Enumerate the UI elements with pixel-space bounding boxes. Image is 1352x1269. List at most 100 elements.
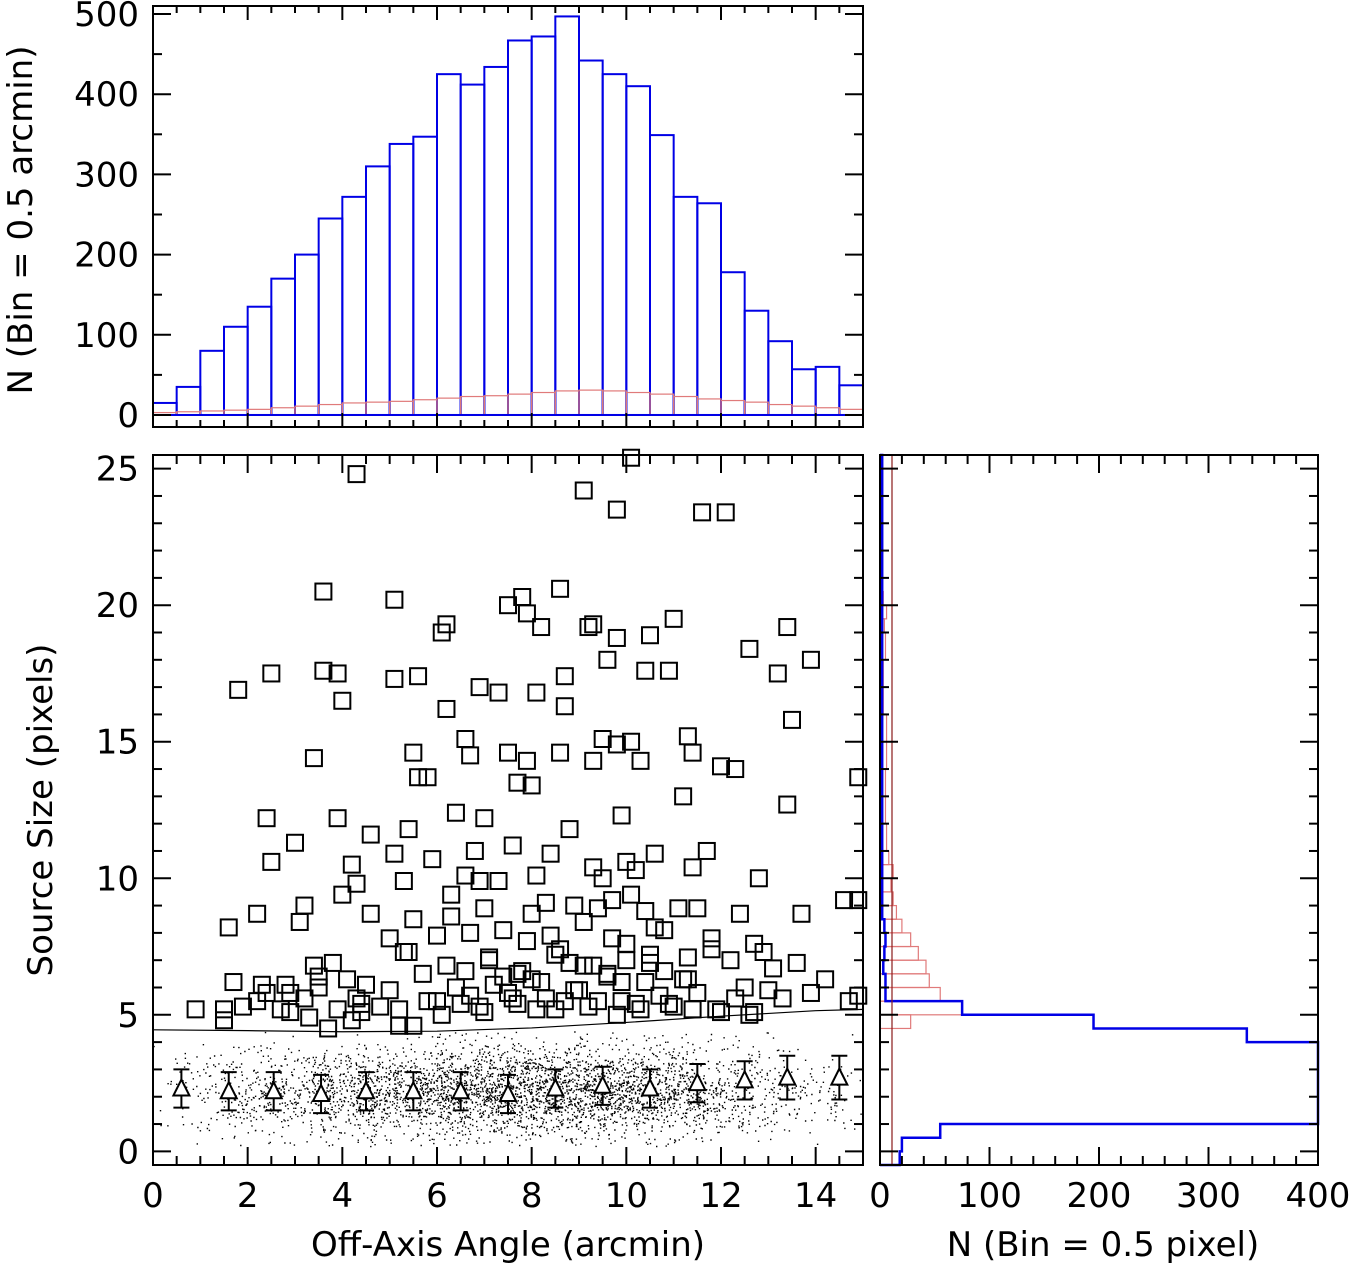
extended-source-marker-37	[437, 699, 456, 718]
top-bar-all-21	[649, 134, 675, 416]
extended-source-marker-62	[257, 809, 276, 828]
binned-mean-marker-13	[777, 1066, 797, 1086]
extended-source-marker-112	[399, 943, 418, 961]
binned-mean-marker-10	[640, 1077, 660, 1097]
extended-source-marker-201	[565, 981, 584, 1000]
extended-source-marker-189	[712, 1003, 730, 1022]
top-bar-subset-8	[341, 402, 367, 416]
top-ytick-label-5: 500	[74, 0, 139, 35]
extended-source-marker-208	[380, 929, 399, 948]
point-cloud-dots	[153, 1031, 862, 1148]
extended-source-marker-120	[702, 940, 721, 959]
extended-source-marker-230	[641, 945, 659, 964]
extended-source-marker-118	[617, 951, 636, 970]
extended-source-marker-229	[603, 929, 622, 948]
extended-source-marker-77	[465, 841, 484, 860]
top-histogram-panel: 0 100 200 300 400 500	[74, 0, 864, 436]
extended-source-marker-164	[626, 994, 645, 1013]
top-ytick-label-4: 400	[74, 75, 139, 115]
extended-source-marker-219	[470, 872, 489, 890]
extended-source-marker-47	[461, 746, 480, 765]
extended-source-marker-182	[527, 1000, 546, 1019]
extended-source-marker-72	[778, 795, 797, 814]
main-ytick-label-3: 15	[96, 723, 139, 763]
extended-source-marker-168	[801, 983, 820, 1002]
extended-source-marker-14	[314, 661, 333, 680]
extended-source-marker-205	[735, 978, 754, 997]
top-bar-all-27	[791, 368, 817, 416]
extended-source-marker-104	[636, 902, 655, 921]
extended-source-marker-27	[333, 691, 352, 710]
right-bar-subset-0	[879, 1014, 912, 1030]
top-bar-subset-26	[767, 403, 793, 416]
extended-source-marker-73	[262, 852, 281, 871]
right-xtick-label-3: 300	[1176, 1176, 1241, 1216]
extended-source-marker-56	[726, 760, 745, 779]
extended-source-marker-167	[745, 1003, 764, 1022]
extended-source-marker-136	[816, 970, 835, 989]
right-bar-subset-3	[879, 973, 930, 989]
top-bar-all-17	[554, 15, 580, 416]
extended-source-marker-165	[664, 997, 683, 1016]
extended-source-marker-160	[470, 997, 489, 1016]
extended-source-marker-4	[693, 503, 712, 522]
extended-source-marker-92	[683, 858, 702, 877]
main-ytick-label-4: 20	[96, 586, 139, 626]
extended-source-marker-215	[655, 921, 674, 940]
binned-mean-marker-6	[451, 1080, 471, 1100]
extended-source-marker-79	[541, 844, 560, 863]
main-ytick-label-2: 10	[96, 859, 139, 899]
extended-source-marker-50	[551, 743, 570, 762]
extended-source-marker-187	[659, 994, 678, 1013]
binned-mean-marker-7	[498, 1082, 518, 1102]
extended-source-marker-5	[716, 503, 735, 522]
extended-source-marker-176	[371, 997, 390, 1016]
extended-source-marker-196	[352, 1003, 371, 1022]
extended-source-marker-21	[641, 626, 659, 645]
top-bar-all-29	[838, 384, 864, 416]
main-xtick-label-7: 14	[794, 1176, 837, 1216]
extended-source-marker-127	[456, 962, 475, 981]
extended-source-marker-83	[697, 841, 716, 860]
extended-source-marker-99	[442, 907, 461, 926]
extended-source-marker-224	[645, 918, 664, 937]
extended-source-marker-91	[626, 861, 645, 880]
binned-mean-marker-8	[545, 1077, 565, 1097]
extended-source-marker-124	[304, 956, 323, 975]
extended-source-marker-226	[428, 926, 446, 945]
extended-source-marker-154	[271, 1000, 290, 1019]
extended-source-marker-6	[314, 582, 333, 601]
extended-source-marker-183	[555, 992, 574, 1011]
extended-source-marker-22	[664, 609, 683, 628]
top-bar-subset-17	[554, 390, 580, 416]
top-bar-all-4	[246, 305, 273, 416]
extended-source-marker-153	[248, 992, 267, 1011]
extended-source-marker-31	[489, 683, 508, 702]
extended-source-marker-110	[323, 953, 342, 972]
extended-source-marker-207	[333, 885, 352, 904]
extended-source-marker-28	[385, 669, 404, 688]
extended-source-marker-109	[224, 973, 243, 992]
main-xtick-label-2: 4	[332, 1176, 354, 1216]
top-bar-subset-5	[270, 407, 296, 416]
extended-source-marker-18	[532, 618, 551, 637]
extended-source-marker-60	[508, 773, 527, 792]
extended-source-marker-26	[328, 664, 347, 683]
extended-source-marker-19	[579, 618, 598, 637]
extended-source-marker-198	[446, 978, 465, 997]
extended-source-marker-212	[541, 926, 560, 945]
top-bar-subset-12	[436, 397, 462, 416]
top-bar-all-22	[672, 195, 699, 416]
main-scatter-panel: 0 2 4 6 8 10 12 14 0 5 10 15 20 25	[96, 448, 868, 1216]
right-xtick-label-4: 400	[1286, 1176, 1351, 1216]
right-histogram-xlabel: N (Bin = 0.5 pixel)	[947, 1225, 1260, 1265]
extended-source-marker-113	[437, 956, 456, 975]
extended-source-marker-227	[480, 951, 499, 970]
extended-source-marker-75	[385, 844, 404, 863]
extended-source-marker-20	[607, 628, 626, 647]
extended-source-marker-145	[536, 989, 555, 1008]
extended-source-marker-209	[394, 943, 413, 961]
extended-source-marker-52	[607, 735, 626, 754]
top-bar-all-10	[388, 142, 415, 416]
